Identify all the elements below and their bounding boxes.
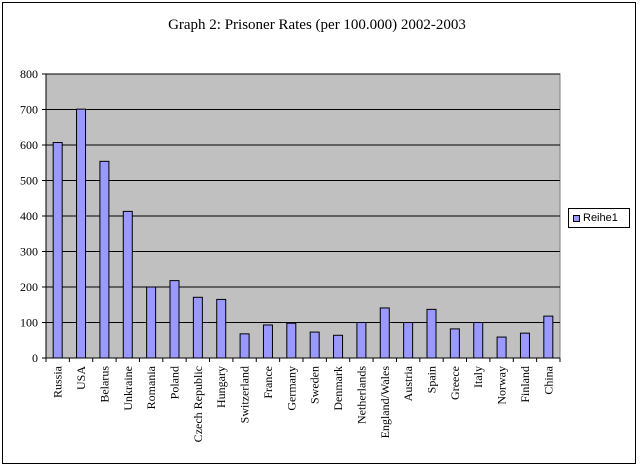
bar xyxy=(239,333,250,359)
y-tick-label: 400 xyxy=(20,209,38,223)
x-tick-label: Russia xyxy=(51,365,65,398)
legend: Reihe1 xyxy=(568,208,630,228)
bar xyxy=(333,334,344,359)
y-tick-label: 600 xyxy=(20,138,38,152)
x-tick-label: Romania xyxy=(144,365,158,409)
x-tick-label: Hungary xyxy=(214,366,228,408)
x-tick-label: Austria xyxy=(401,365,415,401)
bar xyxy=(519,332,530,359)
bar xyxy=(99,160,110,359)
x-tick-label: Finland xyxy=(518,366,532,403)
x-tick-label: Norway xyxy=(495,366,509,405)
chart-title: Graph 2: Prisoner Rates (per 100.000) 20… xyxy=(168,17,466,33)
legend-swatch xyxy=(573,214,580,222)
bar xyxy=(146,286,157,359)
y-tick-label: 500 xyxy=(20,174,38,188)
bar xyxy=(426,308,437,359)
x-tick-label: Italy xyxy=(471,366,485,388)
bar xyxy=(286,322,297,359)
bar xyxy=(216,298,227,359)
bar xyxy=(192,296,203,359)
bar xyxy=(52,142,63,359)
x-tick-label: USA xyxy=(74,366,88,390)
x-tick-label: Spain xyxy=(425,366,439,393)
bar xyxy=(309,331,320,359)
bar xyxy=(356,322,367,359)
x-tick-label: Sweden xyxy=(308,366,322,404)
x-tick-label: France xyxy=(261,366,275,399)
y-tick-label: 200 xyxy=(20,280,38,294)
x-tick-label: Denmark xyxy=(331,366,345,411)
bar xyxy=(449,328,460,359)
x-tick-label: Czech Republic xyxy=(191,366,205,442)
bar xyxy=(76,108,87,359)
bar xyxy=(543,315,554,359)
y-tick-label: 100 xyxy=(20,316,38,330)
bar xyxy=(379,307,390,359)
bar xyxy=(262,324,273,359)
bar xyxy=(496,336,507,359)
legend-label: Reihe1 xyxy=(583,212,618,224)
bar xyxy=(403,322,414,359)
x-tick-label: Netherlands xyxy=(354,366,368,424)
y-tick-label: 800 xyxy=(20,67,38,81)
x-tick-label: Poland xyxy=(168,366,182,399)
y-tick-label: 0 xyxy=(32,351,38,365)
y-tick-label: 700 xyxy=(20,103,38,117)
x-tick-label: Greece xyxy=(448,366,462,400)
bar xyxy=(122,210,133,359)
y-tick-label: 300 xyxy=(20,245,38,259)
x-tick-label: Switzerland xyxy=(238,366,252,423)
bar xyxy=(473,322,484,359)
x-tick-label: England/Wales xyxy=(378,366,392,439)
x-tick-label: Unkraine xyxy=(121,366,135,411)
bar xyxy=(169,280,180,359)
x-tick-label: Belarus xyxy=(97,366,111,403)
x-tick-label: Germany xyxy=(284,366,298,411)
x-tick-label: China xyxy=(541,365,555,394)
